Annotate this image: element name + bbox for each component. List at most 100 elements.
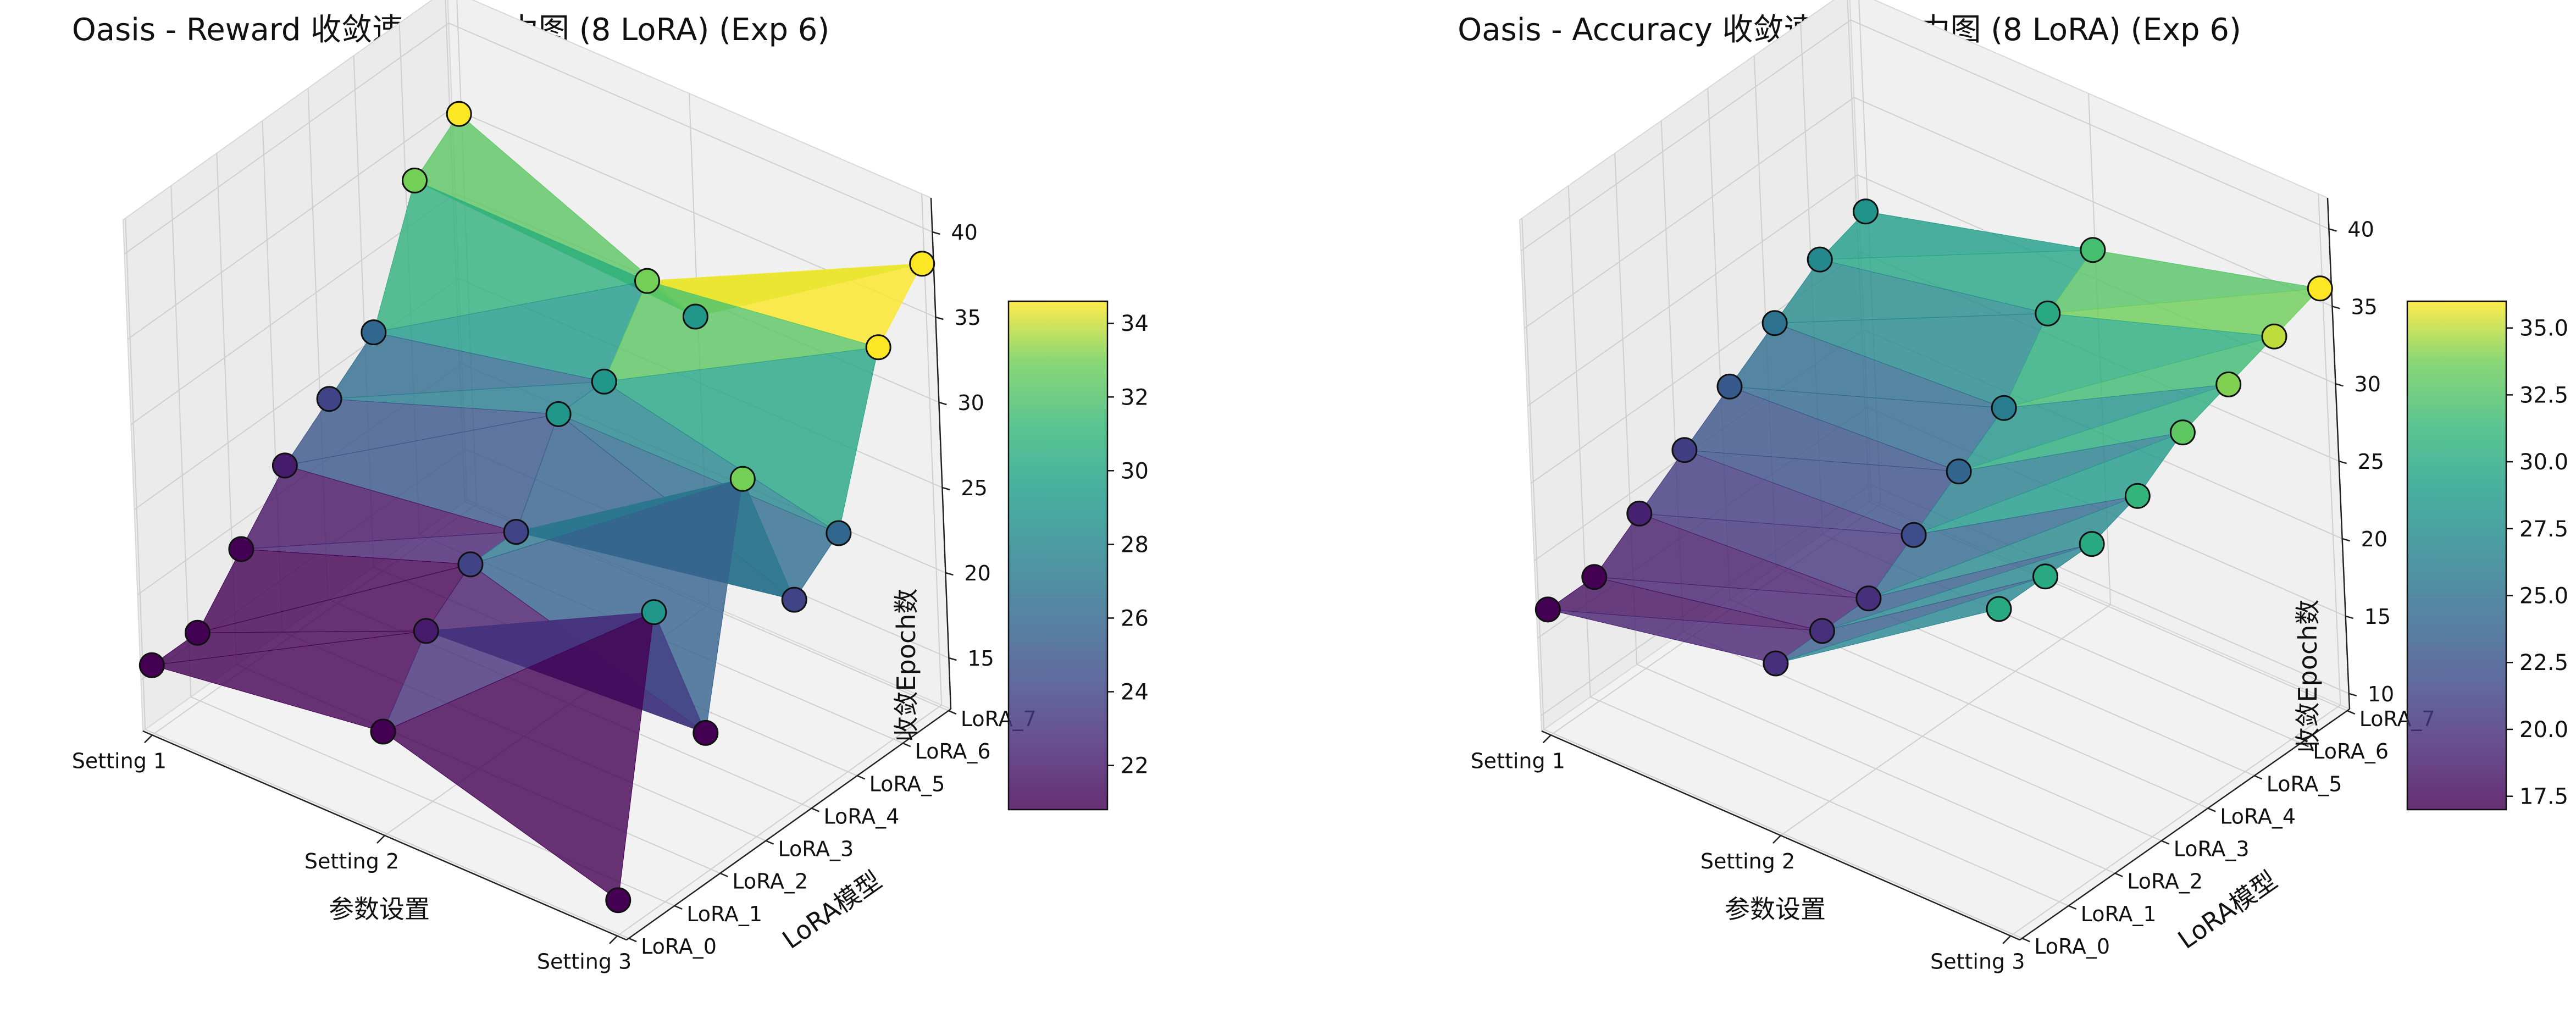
data-point <box>591 368 617 395</box>
data-point <box>1901 522 1927 548</box>
data-point <box>781 586 807 613</box>
data-point <box>413 618 439 644</box>
data-points <box>139 101 935 914</box>
gridline-y <box>1521 218 2023 939</box>
x-axis-label: 参数设置 <box>329 894 430 924</box>
data-point <box>503 519 529 545</box>
z-tick-mark <box>2332 306 2340 309</box>
colorbar-tick-label: 30 <box>1121 458 1149 484</box>
data-point <box>370 718 396 745</box>
y-tick-label: LoRA_3 <box>778 837 854 861</box>
right-chart: Oasis - Accuracy 收敛速度3D热力图 (8 LoRA) (Exp… <box>1458 0 2568 974</box>
data-point <box>826 520 852 546</box>
data-point <box>139 652 165 678</box>
colorbar-tick-label: 32.5 <box>2519 383 2568 408</box>
data-point <box>729 466 756 492</box>
data-point <box>2032 563 2058 590</box>
gridlines <box>1520 0 2350 939</box>
x-tick-label: Setting 1 <box>1471 749 1565 773</box>
z-tick-label: 30 <box>957 391 984 415</box>
data-point <box>1761 310 1788 336</box>
z-axis-label: 收敛Epoch数 <box>891 589 921 742</box>
x-tick-label: Setting 3 <box>1930 950 2025 974</box>
colorbar-tick-label: 17.5 <box>2519 784 2568 810</box>
y-tick-mark <box>948 710 957 715</box>
data-point <box>1763 650 1789 677</box>
y-tick-label: LoRA_2 <box>2127 870 2203 894</box>
gridline-x <box>2010 193 2341 937</box>
gridline-y <box>125 218 629 939</box>
z-tick-mark <box>2329 228 2337 232</box>
data-point <box>1809 618 1835 644</box>
data-point <box>446 101 472 127</box>
x-tick-mark <box>2002 935 2012 944</box>
y-tick-label: LoRA_6 <box>2313 739 2389 763</box>
gridline-y <box>1614 153 2115 874</box>
z-tick-mark <box>942 486 950 491</box>
y-tick-label: LoRA_5 <box>2267 772 2342 796</box>
z-tick-mark <box>932 231 940 235</box>
z-tick-mark <box>945 572 954 576</box>
surface-facet <box>1775 576 2046 664</box>
z-tick-mark <box>949 657 957 661</box>
colorbar-tick-label: 28 <box>1121 532 1149 557</box>
z-tick-mark <box>2339 460 2347 464</box>
y-tick-mark <box>857 775 866 780</box>
y-tick-mark <box>674 905 683 910</box>
y-tick-mark <box>628 937 637 943</box>
x-tick-label: Setting 1 <box>72 749 167 773</box>
x-tick-label: Setting 2 <box>1700 849 1795 873</box>
data-point <box>693 719 719 746</box>
colorbar-tick-label: 30.0 <box>2519 450 2568 475</box>
z-tick-mark <box>2342 538 2351 542</box>
y-tick-label: LoRA_2 <box>732 870 808 894</box>
surface <box>152 113 923 901</box>
z-tick-mark <box>2335 383 2344 387</box>
data-point <box>1807 246 1833 273</box>
surface-facet <box>382 611 655 901</box>
x-tick-label: Setting 2 <box>304 849 399 873</box>
y-tick-label: LoRA_1 <box>2081 902 2157 926</box>
colorbar-tick-label: 27.5 <box>2519 517 2568 542</box>
z-tick-label: 15 <box>967 646 994 671</box>
x-tick-label: Setting 3 <box>537 950 631 974</box>
colorbar-bar <box>1007 300 1109 811</box>
colorbar-bar <box>2406 300 2507 811</box>
y-tick-mark <box>2068 905 2077 910</box>
y-tick-label: LoRA_6 <box>915 739 991 763</box>
data-point <box>361 319 387 346</box>
x-tick-mark <box>376 835 385 844</box>
data-point <box>2215 371 2242 397</box>
y-tick-mark <box>2207 807 2216 812</box>
x-tick-mark <box>1772 835 1781 844</box>
y-tick-mark <box>2254 775 2263 780</box>
y-tick-label: LoRA_3 <box>2174 837 2250 861</box>
data-point <box>316 386 342 412</box>
colorbar-tick-label: 34 <box>1121 311 1149 336</box>
data-point <box>1946 458 1972 485</box>
y-tick-mark <box>2114 872 2123 877</box>
colorbar-tick-label: 26 <box>1121 606 1149 631</box>
y-tick-mark <box>719 872 728 877</box>
z-tick-label: 15 <box>2364 605 2391 629</box>
data-point <box>2169 419 2196 446</box>
z-tick-mark <box>935 316 944 320</box>
z-tick-label: 35 <box>2351 295 2377 319</box>
data-point <box>1991 395 2017 421</box>
data-point <box>1581 564 1608 590</box>
z-tick-label: 35 <box>954 306 980 330</box>
y-tick-label: LoRA_4 <box>824 804 900 828</box>
gridline-y <box>1567 185 2069 906</box>
x-tick-mark <box>609 935 618 944</box>
data-point <box>909 251 935 277</box>
data-point <box>605 887 631 914</box>
data-point <box>1853 198 1879 225</box>
data-points <box>1534 198 2333 677</box>
left-chart: Oasis - Reward 收敛速度3D热力图 (8 LoRA) (Exp 6… <box>72 0 1149 974</box>
y-axis-line <box>2019 708 2350 941</box>
colorbar: 22 24 26 28 30 32 34 <box>1007 300 1149 811</box>
x-tick-mark <box>144 734 153 744</box>
colorbar-tick-label: 22.5 <box>2519 650 2568 676</box>
data-point <box>457 551 484 578</box>
